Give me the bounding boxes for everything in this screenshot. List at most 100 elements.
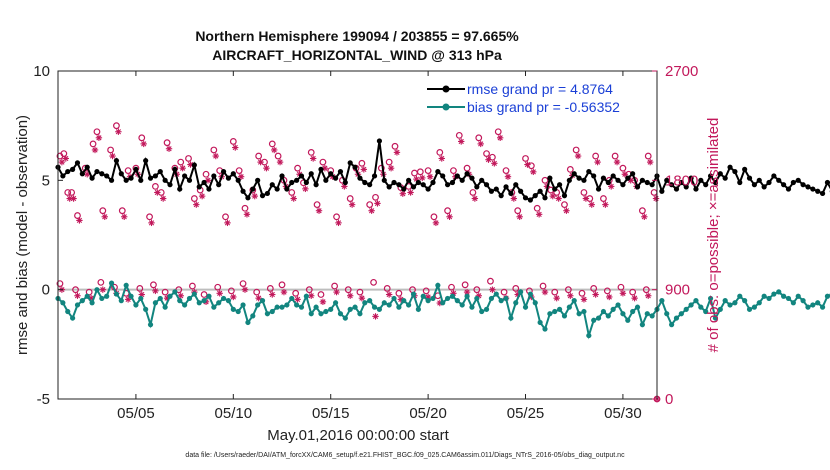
bias-point [206, 293, 212, 299]
rmse-point [474, 184, 480, 190]
obs-possible-point [629, 288, 637, 296]
obs-possible-point [97, 278, 105, 286]
obs-possible-point [288, 189, 296, 196]
obs-possible-point [146, 213, 153, 221]
obs-possible-point [189, 282, 196, 290]
rmse-point [186, 177, 193, 183]
obs-possible-point [72, 286, 79, 294]
bias-point [177, 298, 183, 304]
obs-assimilated-point [432, 219, 440, 227]
obs-assimilated-point [608, 183, 615, 190]
bias-point [669, 322, 675, 328]
bias-point [259, 298, 266, 304]
obs-assimilated-point [485, 156, 492, 163]
obs-assimilated-point [374, 200, 381, 207]
obs-assimilated-point [346, 292, 354, 299]
bias-point [459, 302, 465, 308]
obs-possible-point [307, 148, 315, 156]
star-stroke [70, 195, 77, 202]
bias-point [284, 302, 290, 308]
bias-point [483, 306, 490, 312]
bias-point [396, 304, 402, 310]
star-stroke [217, 290, 223, 296]
obs-assimilated-point [458, 138, 465, 145]
legend: rmse grand pr = 4.8764 bias grand pr = -… [423, 80, 653, 118]
star-stroke [608, 183, 614, 190]
rmse-point [776, 177, 782, 183]
bias-point [795, 293, 801, 299]
star-stroke [63, 155, 69, 162]
rmse-point [683, 184, 689, 190]
bias-point [415, 306, 421, 312]
bias-point [615, 302, 621, 308]
star-stroke [530, 169, 536, 175]
bias-point [294, 302, 300, 308]
rmse-point [216, 182, 222, 188]
bias-point [810, 302, 816, 308]
obs-assimilated-point [368, 207, 375, 214]
bias-point [693, 298, 699, 304]
obs-assimilated-point [152, 287, 159, 295]
bias-point [703, 308, 709, 315]
bias-point [186, 295, 193, 302]
rmse-point [591, 173, 597, 179]
star-stroke [187, 161, 194, 168]
obs-possible-point [356, 288, 364, 296]
obs-possible-point [436, 148, 444, 156]
rmse-point [552, 186, 558, 192]
star-stroke [622, 171, 628, 177]
obs-assimilated-point [159, 195, 167, 202]
obs-possible-point [163, 139, 171, 147]
rmse-point [440, 173, 446, 179]
rmse-point [415, 179, 421, 186]
star-stroke [398, 296, 404, 303]
obs-assimilated-point [524, 161, 531, 168]
rmse-point [157, 168, 163, 175]
bias-point [659, 298, 665, 304]
star-stroke [178, 293, 184, 299]
bias-point [805, 304, 811, 310]
rmse-point [659, 188, 665, 194]
bias-point [196, 300, 202, 306]
bias-point [230, 306, 236, 312]
obs-assimilated-point [271, 146, 278, 154]
obs-possible-point [253, 288, 261, 296]
star-stroke [232, 144, 238, 151]
star-stroke [458, 138, 464, 145]
bias-point [386, 302, 392, 308]
rmse-point [819, 190, 826, 197]
bias-point [547, 311, 553, 317]
rmse-point [410, 184, 417, 190]
star-stroke [589, 202, 595, 208]
y-right-tick-label: 1800 [665, 172, 698, 189]
rmse-point [74, 160, 81, 166]
rmse-point [332, 175, 339, 181]
obs-assimilated-point [154, 189, 161, 196]
obs-possible-point [512, 285, 520, 292]
rmse-point [84, 164, 90, 170]
obs-possible-point [566, 165, 574, 173]
rmse-point [279, 173, 285, 179]
star-stroke [154, 189, 160, 196]
rmse-point [128, 175, 134, 181]
bias-point [766, 295, 772, 302]
rmse-point [118, 171, 124, 177]
rmse-point [595, 186, 602, 192]
rmse-point [342, 179, 348, 186]
star-stroke [102, 214, 108, 220]
rmse-point [503, 184, 509, 190]
obs-possible-point [113, 122, 120, 130]
rmse-point [347, 160, 353, 166]
rmse-point [269, 182, 275, 188]
star-stroke [505, 174, 511, 180]
rmse-point [381, 177, 387, 183]
rmse-point [367, 182, 373, 188]
obs-possible-point [488, 153, 496, 161]
star-stroke [413, 176, 420, 182]
rmse-point [815, 188, 821, 194]
obs-possible-point [124, 167, 132, 175]
star-stroke [271, 147, 277, 153]
obs-assimilated-point [140, 140, 147, 148]
bias-point [308, 311, 314, 317]
bias-point [128, 293, 134, 299]
